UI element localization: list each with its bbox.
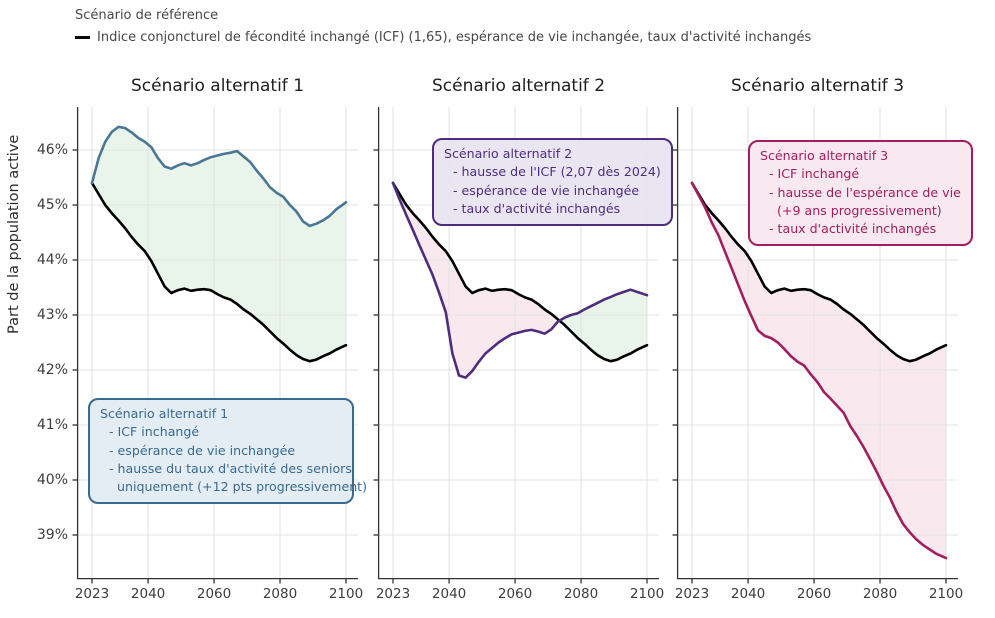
x-tick-label: 2100 bbox=[630, 586, 664, 602]
annotation-line: - ICF inchangé bbox=[109, 424, 200, 440]
annotation-line: - espérance de vie inchangée bbox=[453, 182, 640, 198]
annotation-line: - taux d'activité inchangés bbox=[453, 200, 621, 216]
x-tick-label: 2040 bbox=[432, 586, 466, 602]
annotation-line: uniquement (+12 pts progressivement) bbox=[109, 479, 368, 494]
annotation-title: Scénario alternatif 1 bbox=[100, 406, 229, 421]
annotation-line: - hausse du taux d'activité des seniors bbox=[109, 460, 352, 476]
y-tick-label: 39% bbox=[36, 527, 68, 543]
x-tick-label: 2100 bbox=[929, 586, 963, 602]
reference-legend: Scénario de référence Indice conjoncture… bbox=[75, 8, 811, 45]
y-tick-label: 46% bbox=[36, 142, 68, 158]
panel-scenario-3: Scénario alternatif 3 2023 2040 2060 2080 21… bbox=[672, 70, 973, 605]
x-tick-label: 2100 bbox=[329, 586, 363, 602]
annotation-line: - taux d'activité inchangés bbox=[769, 221, 937, 236]
y-axis-gutter: Part de la population active 39% 40% 41% 42… bbox=[0, 70, 77, 615]
x-tick-label: 2060 bbox=[498, 586, 532, 602]
panel-title-scenario-3: Scénario alternatif 3 bbox=[730, 76, 905, 96]
annotation-line: (+9 ans progressivement) bbox=[769, 202, 942, 218]
panel-title-scenario-2: Scénario alternatif 2 bbox=[431, 76, 606, 96]
panel-scenario-1: Scénario alternatif 1 2023 2040 2060 2080 21… bbox=[72, 70, 368, 605]
annotation-line: - espérance de vie inchangée bbox=[109, 442, 296, 458]
annotation-line: - ICF inchangé bbox=[769, 166, 860, 182]
x-tick-label: 2080 bbox=[263, 586, 297, 602]
panel-scenario-2: Scénario alternatif 2 2023 2040 2060 2080 21… bbox=[373, 70, 673, 605]
annotation-lines: - hausse de l'ICF (2,07 dès 2024) - espér… bbox=[444, 163, 661, 218]
annotation-lines: - ICF inchangé - hausse de l'espérance de… bbox=[760, 165, 961, 238]
y-tick-label: 44% bbox=[36, 252, 68, 268]
x-tick-label: 2080 bbox=[564, 586, 598, 602]
x-tick-label: 2023 bbox=[376, 586, 410, 602]
y-tick-label: 45% bbox=[36, 197, 68, 213]
annotation-scenario-3: Scénario alternatif 3 - ICF inchangé - ha… bbox=[748, 140, 973, 247]
x-tick-label: 2040 bbox=[731, 586, 765, 602]
reference-line-swatch-icon bbox=[75, 35, 90, 40]
panel-title-scenario-1: Scénario alternatif 1 bbox=[130, 76, 305, 96]
plot-scenario-1: 2023 2040 2060 2080 2100 bbox=[72, 107, 363, 602]
x-tick-label: 2023 bbox=[75, 586, 109, 602]
annotation-line: - hausse de l'espérance de vie bbox=[769, 184, 961, 200]
charts-row: Part de la population active 39% 40% 41% 42… bbox=[0, 70, 973, 615]
x-tick-label: 2040 bbox=[131, 586, 165, 602]
annotation-scenario-1: Scénario alternatif 1 - ICF inchangé - es… bbox=[88, 398, 368, 505]
annotation-title: Scénario alternatif 3 bbox=[760, 148, 889, 163]
annotation-line: - hausse de l'ICF (2,07 dès 2024) bbox=[453, 164, 661, 180]
y-tick-label: 42% bbox=[36, 362, 68, 378]
legend-title: Scénario de référence bbox=[75, 8, 219, 23]
x-tick-label: 2080 bbox=[863, 586, 897, 602]
x-tick-label: 2060 bbox=[797, 586, 831, 602]
annotation-lines: - ICF inchangé - espérance de vie inchang… bbox=[100, 423, 368, 496]
annotation-scenario-2: Scénario alternatif 2 - hausse de l'ICF … bbox=[432, 138, 673, 226]
x-tick-label: 2023 bbox=[675, 586, 709, 602]
x-tick-label: 2060 bbox=[197, 586, 231, 602]
annotation-title: Scénario alternatif 2 bbox=[444, 146, 573, 161]
y-tick-label: 43% bbox=[36, 307, 68, 323]
reference-legend-label: Indice conjoncturel de fécondité inchang… bbox=[97, 30, 812, 45]
legend-entry: Indice conjoncturel de fécondité inchang… bbox=[75, 30, 811, 45]
y-axis-title: Part de la population active bbox=[6, 134, 22, 334]
y-tick-label: 41% bbox=[36, 417, 68, 433]
y-tick-label: 40% bbox=[36, 472, 68, 488]
